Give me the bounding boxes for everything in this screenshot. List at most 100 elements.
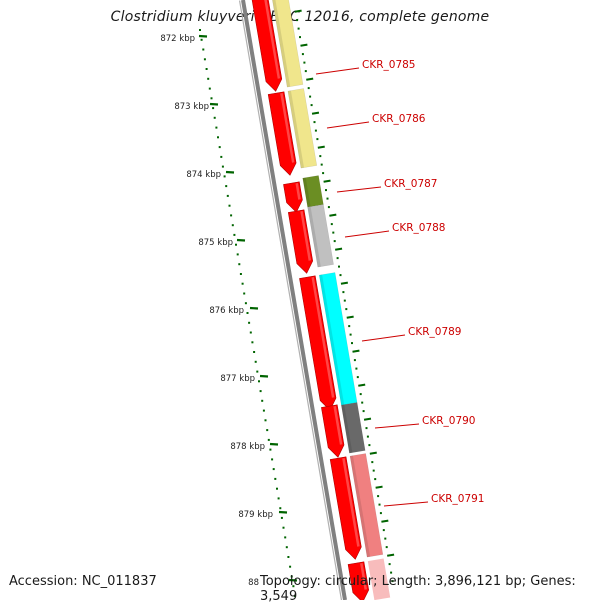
gene-class-bar-shade	[272, 0, 291, 88]
scale-tick-label: 878 kbp	[230, 442, 265, 452]
scale-dot	[285, 546, 288, 549]
scale-dot	[217, 136, 219, 139]
outer-scale-tick	[340, 281, 349, 285]
scale-dot	[210, 97, 213, 100]
gene-class-bar-shade	[307, 206, 321, 268]
cds-highlight	[360, 563, 367, 590]
gene-label: CKR_0786	[372, 113, 426, 125]
scale-dot	[258, 380, 260, 383]
outer-scale-dot	[345, 308, 348, 311]
outer-scale-dot	[307, 87, 310, 90]
gene-label: CKR_0789	[408, 326, 461, 338]
outer-scale-dot	[377, 495, 380, 498]
outer-scale-dot	[342, 291, 345, 294]
scale-dot	[262, 409, 265, 412]
outer-scale-dot	[316, 138, 319, 141]
outer-scale-dot	[362, 410, 365, 413]
outer-scale-dot	[297, 27, 300, 30]
gene-leader-line	[361, 334, 406, 342]
scale-dot	[292, 585, 295, 588]
cds-highlight	[300, 211, 312, 261]
scale-dot	[230, 214, 233, 217]
backbone-line	[241, 0, 347, 600]
cds-arrow	[287, 209, 314, 274]
outer-scale-dot	[338, 265, 340, 268]
scale-dot	[202, 48, 205, 51]
scale-dot	[228, 204, 231, 207]
scale-dot	[200, 38, 203, 41]
outer-scale-tick	[294, 9, 302, 13]
outer-scale-dot	[339, 274, 342, 277]
outer-scale-dot	[314, 129, 317, 132]
scale-dot	[269, 448, 272, 451]
gene-class-bar	[307, 204, 334, 268]
scale-dot	[205, 68, 208, 70]
outer-scale-dot	[313, 121, 316, 124]
outer-scale-dot	[309, 95, 312, 98]
cds-highlight	[333, 406, 343, 445]
scale-dot	[279, 507, 282, 510]
scale-dot	[261, 399, 264, 402]
outer-scale-dot	[356, 376, 359, 379]
scale-tick-label: 874 kbp	[186, 170, 221, 180]
scale-dot	[271, 458, 274, 461]
gene-label: CKR_0787	[384, 178, 437, 190]
scale-dot	[226, 194, 229, 197]
outer-scale-dot	[326, 197, 329, 200]
scale-dot	[244, 302, 247, 305]
gene-label: CKR_0791	[431, 493, 484, 505]
outer-scale-dot	[304, 70, 307, 73]
scale-dot	[272, 468, 275, 471]
outer-scale-tick	[363, 417, 372, 421]
outer-scale-tick	[323, 179, 331, 183]
scale-dot	[223, 175, 226, 178]
backbone-line-inner	[238, 0, 343, 600]
scale-tick	[225, 170, 235, 174]
scale-dot	[267, 438, 270, 441]
scale-dot	[264, 419, 267, 422]
label-layer: CKR_0785 CKR_0786 CKR_0787 CKR_0788 CKR_0789…	[315, 59, 484, 507]
outer-scale-dot	[374, 478, 377, 481]
scale-dot	[231, 224, 234, 227]
scale-tick	[209, 102, 219, 106]
cds-highlight	[342, 458, 360, 547]
outer-scale-dot	[378, 503, 381, 506]
scale-dot	[254, 360, 257, 363]
scale-dot	[276, 487, 278, 490]
scale-dot	[221, 165, 224, 168]
scale-dot	[212, 107, 215, 110]
cds-arrow	[321, 404, 345, 458]
outer-scale-dot	[371, 461, 374, 464]
scale-dot	[239, 273, 242, 275]
outer-scale-dot	[351, 342, 353, 345]
gene-leader-line	[374, 423, 420, 429]
backbone-layer	[238, 0, 347, 600]
outer-scale-tick	[352, 349, 360, 353]
scale-tick-label: 875 kbp	[198, 238, 233, 248]
scale-dot	[280, 516, 283, 519]
gene-class-bar	[341, 402, 366, 454]
scale-dot	[249, 331, 252, 334]
outer-scale-dot	[325, 189, 327, 192]
outer-scale-tick	[369, 451, 377, 455]
scale-tick	[278, 510, 288, 514]
partial-gene-bottom	[367, 558, 391, 600]
outer-scale-dot	[330, 223, 333, 226]
outer-scale-dot	[359, 393, 362, 396]
outer-scale-dot	[301, 53, 304, 56]
scale-tick	[249, 306, 259, 310]
outer-scale-dot	[388, 563, 391, 566]
scale-dot	[236, 253, 239, 256]
genome-title: Clostridium kluyveri NBRC 12016, complet…	[110, 9, 490, 25]
outer-scale-dot	[343, 299, 346, 302]
scale-dot	[208, 87, 211, 90]
outer-scale-dot	[348, 325, 351, 328]
outer-scale-tick	[317, 145, 325, 149]
cds-highlight	[311, 277, 335, 398]
scale-tick-label: 877 kbp	[220, 374, 255, 384]
outer-scale-dot	[327, 206, 330, 209]
scale-tick	[236, 238, 246, 242]
outer-scale-dot	[385, 546, 388, 549]
scale-dots-layer: 872 kbp 873 kbp 874 kbp 875 kbp 876 kbp 877 k…	[160, 9, 395, 597]
